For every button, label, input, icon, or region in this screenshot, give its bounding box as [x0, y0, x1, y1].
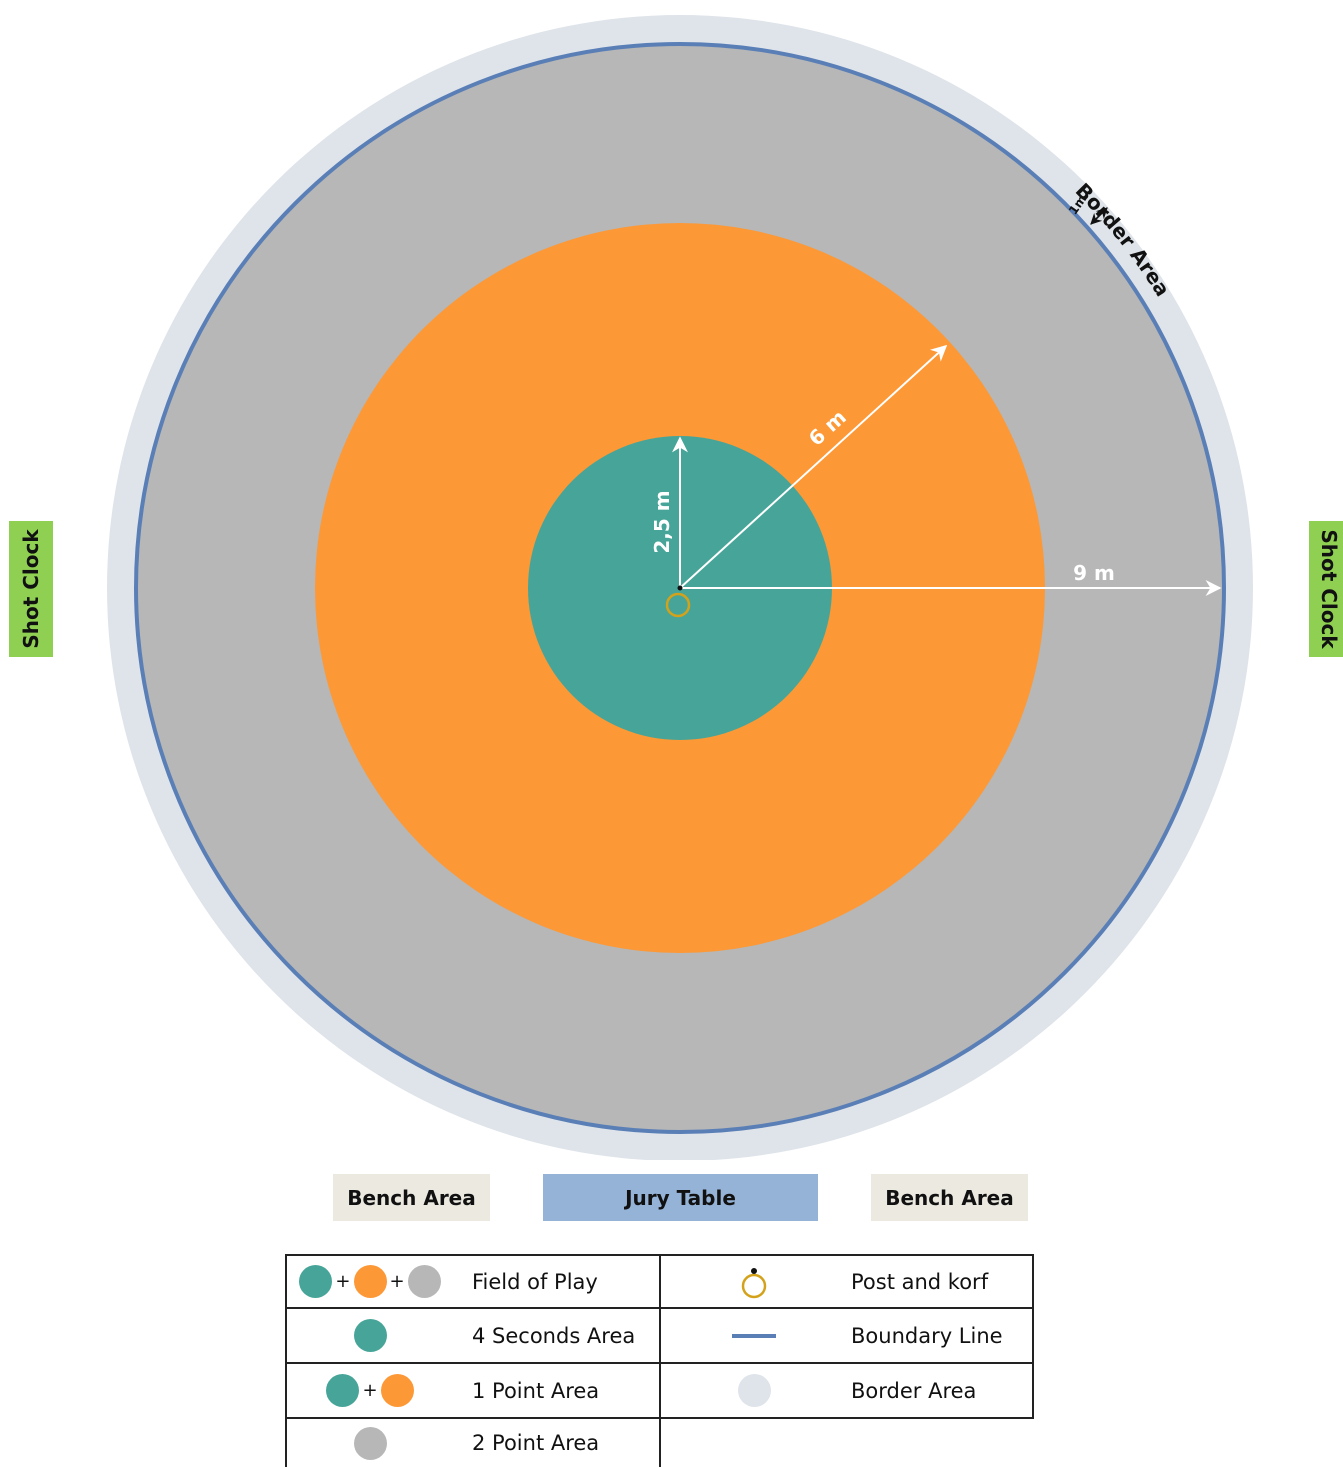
legend-two-point-symbol: [295, 1419, 445, 1467]
bench-area-left: Bench Area: [333, 1174, 490, 1221]
legend-four-seconds-label: 4 Seconds Area: [472, 1323, 636, 1348]
legend-field-of-play-symbol: + +: [295, 1256, 445, 1307]
legend-table: + + Field of Play 4 Seconds Area + 1 Poi…: [285, 1254, 1035, 1467]
shot-clock-left: Shot Clock: [9, 521, 53, 657]
post-and-korf-icon: [741, 1267, 767, 1298]
shot-clock-left-label: Shot Clock: [19, 529, 43, 649]
orange-dot: [353, 1265, 387, 1298]
legend-one-point-symbol: +: [295, 1364, 445, 1417]
gray-dot: [407, 1265, 441, 1298]
teal-dot: [299, 1265, 333, 1298]
orange-dot: [380, 1374, 414, 1407]
gray-dot: [353, 1426, 387, 1460]
teal-dot: [353, 1319, 387, 1352]
bench-area-left-label: Bench Area: [347, 1185, 476, 1210]
bench-area-right-label: Bench Area: [885, 1185, 1014, 1210]
jury-table: Jury Table: [543, 1174, 818, 1221]
legend-four-seconds-symbol: [295, 1309, 445, 1362]
boundary-line-icon: [732, 1333, 776, 1338]
teal-dot: [326, 1374, 360, 1407]
legend-border-area-label: Border Area: [851, 1378, 977, 1403]
legend-boundary-line-symbol: [661, 1309, 847, 1362]
legend-two-point-label: 2 Point Area: [472, 1431, 600, 1455]
post-dot: [677, 585, 683, 591]
legend-one-point-label: 1 Point Area: [472, 1378, 600, 1403]
post-and-korf: [665, 592, 691, 618]
jury-table-label: Jury Table: [625, 1185, 736, 1210]
court-diagram: 9 m 6 m 2,5 m 1m Border Area: [107, 15, 1253, 1160]
border-width-arrow: [1090, 207, 1108, 225]
label-9m: 9 m: [1073, 561, 1115, 585]
bench-area-right: Bench Area: [871, 1174, 1028, 1221]
arrow-6m: [679, 344, 948, 589]
legend-field-of-play-label: Field of Play: [472, 1269, 598, 1294]
shot-clock-right: Shot Clock: [1309, 521, 1343, 657]
legend-boundary-line-label: Boundary Line: [851, 1323, 1003, 1348]
shot-clock-right-label: Shot Clock: [1317, 529, 1341, 649]
legend-post-symbol: [661, 1256, 847, 1307]
legend-post-label: Post and korf: [851, 1269, 989, 1294]
border-area-dot: [737, 1374, 771, 1407]
label-2-5m: 2,5 m: [650, 490, 674, 553]
legend-border-area-symbol: [661, 1364, 847, 1417]
